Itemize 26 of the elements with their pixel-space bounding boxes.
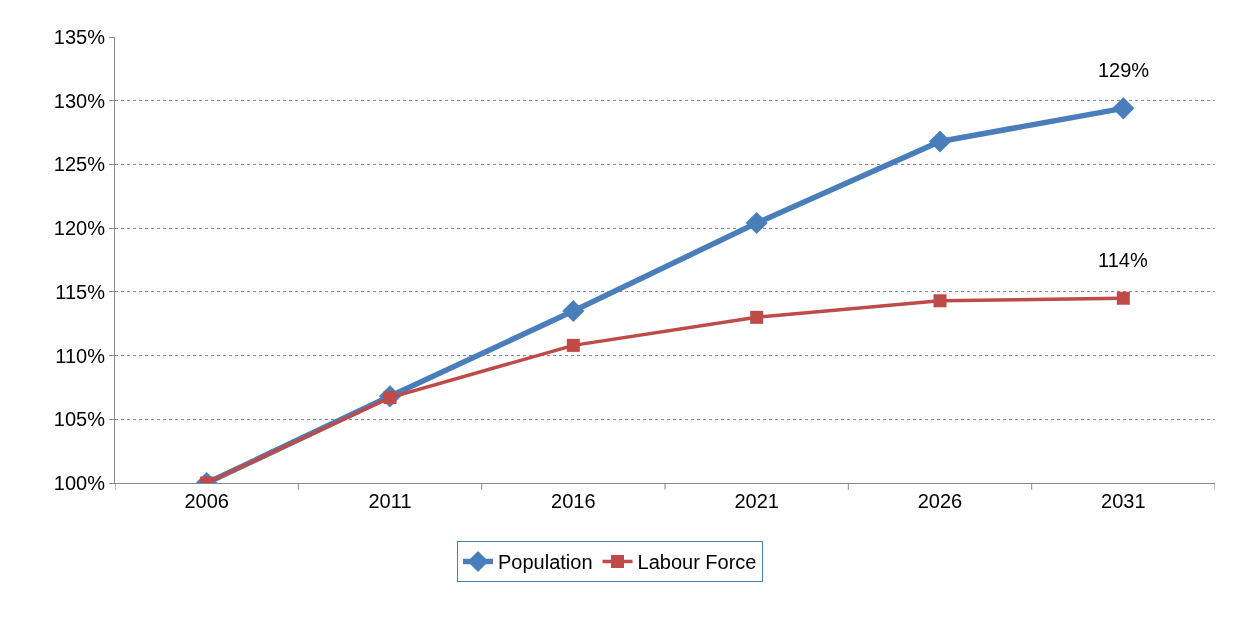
point: [1112, 97, 1135, 120]
y-tick-label: 135%: [53, 26, 106, 48]
point: [933, 294, 947, 308]
y-tick-label: 125%: [53, 153, 106, 176]
point: [928, 130, 952, 153]
y-tick-label: 110%: [55, 344, 106, 367]
annotation: 114%: [1098, 249, 1148, 271]
point: [745, 212, 768, 235]
point: [1116, 291, 1130, 305]
point: [562, 299, 585, 323]
annotation: 129%: [1098, 59, 1150, 81]
point: [750, 310, 764, 324]
x-tick-label: 2026: [917, 490, 963, 512]
point: [566, 338, 580, 352]
x-tick-label: 2006: [184, 490, 229, 512]
legend-label: Labour Force: [637, 551, 757, 574]
x-tick-label: 2031: [1101, 490, 1146, 512]
y-tick-label: 130%: [53, 89, 106, 112]
y-tick-label: 105%: [53, 408, 106, 431]
y-tick-label: 100%: [53, 472, 106, 494]
y-tick-label: 115%: [55, 280, 106, 303]
legend-label: Population: [498, 551, 593, 574]
x-tick-label: 2011: [368, 490, 412, 512]
x-tick-label: 2021: [734, 490, 779, 512]
x-tick-label: 2016: [551, 490, 596, 512]
y-tick-label: 120%: [53, 217, 106, 240]
